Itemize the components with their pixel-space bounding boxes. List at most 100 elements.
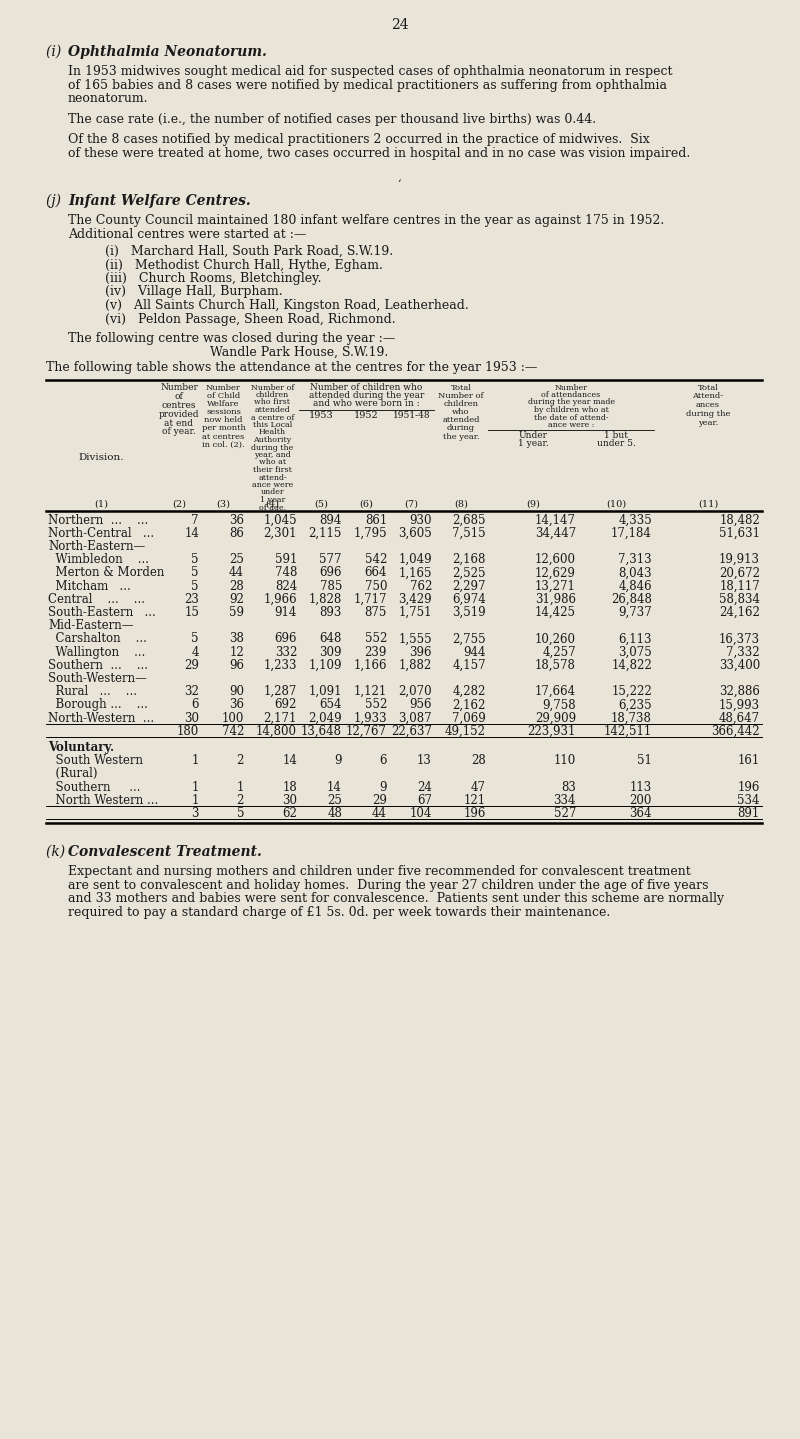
Text: In 1953 midwives sought medical aid for suspected cases of ophthalmia neonatorum: In 1953 midwives sought medical aid for … xyxy=(68,65,673,78)
Text: 7,515: 7,515 xyxy=(452,527,486,540)
Text: 1,091: 1,091 xyxy=(309,685,342,698)
Text: 110: 110 xyxy=(554,754,576,767)
Text: 13: 13 xyxy=(417,754,432,767)
Text: the date of attend-: the date of attend- xyxy=(534,413,608,422)
Text: Under: Under xyxy=(518,432,547,440)
Text: Borough ...    ...: Borough ... ... xyxy=(48,698,148,711)
Text: Total: Total xyxy=(450,384,471,391)
Text: 1: 1 xyxy=(192,794,199,807)
Text: 1,109: 1,109 xyxy=(309,659,342,672)
Text: 28: 28 xyxy=(230,580,244,593)
Text: 2,162: 2,162 xyxy=(453,698,486,711)
Text: attended: attended xyxy=(254,406,290,414)
Text: (k): (k) xyxy=(46,845,70,859)
Text: Welfare: Welfare xyxy=(207,400,240,407)
Text: 6,113: 6,113 xyxy=(618,632,652,645)
Text: 891: 891 xyxy=(738,807,760,820)
Text: attend-: attend- xyxy=(258,473,287,482)
Text: (i): (i) xyxy=(46,45,66,59)
Text: (i)   Marchard Hall, South Park Road, S.W.19.: (i) Marchard Hall, South Park Road, S.W.… xyxy=(105,245,393,258)
Text: 51: 51 xyxy=(637,754,652,767)
Text: (4): (4) xyxy=(266,499,279,508)
Text: 1: 1 xyxy=(192,754,199,767)
Text: 7,069: 7,069 xyxy=(452,711,486,724)
Text: Southern     ...: Southern ... xyxy=(48,780,141,793)
Text: 577: 577 xyxy=(319,553,342,566)
Text: 1,049: 1,049 xyxy=(398,553,432,566)
Text: 1,933: 1,933 xyxy=(354,711,387,724)
Text: 38: 38 xyxy=(229,632,244,645)
Text: 14,800: 14,800 xyxy=(256,725,297,738)
Text: 7,313: 7,313 xyxy=(618,553,652,566)
Text: 309: 309 xyxy=(319,646,342,659)
Text: Division.: Division. xyxy=(78,453,124,462)
Text: 9,737: 9,737 xyxy=(618,606,652,619)
Text: under: under xyxy=(261,488,284,496)
Text: 8,043: 8,043 xyxy=(618,567,652,580)
Text: and 33 mothers and babies were sent for convalescence.  Patients sent under this: and 33 mothers and babies were sent for … xyxy=(68,892,724,905)
Text: 332: 332 xyxy=(274,646,297,659)
Text: 25: 25 xyxy=(327,794,342,807)
Text: Number of: Number of xyxy=(438,391,484,400)
Text: 17,184: 17,184 xyxy=(611,527,652,540)
Text: (1): (1) xyxy=(94,499,109,508)
Text: 7: 7 xyxy=(191,514,199,527)
Text: (3): (3) xyxy=(217,499,230,508)
Text: 2,685: 2,685 xyxy=(453,514,486,527)
Text: (iii)   Church Rooms, Bletchingley.: (iii) Church Rooms, Bletchingley. xyxy=(105,272,322,285)
Text: 696: 696 xyxy=(319,567,342,580)
Text: (6): (6) xyxy=(359,499,374,508)
Text: 5: 5 xyxy=(191,567,199,580)
Text: 4,282: 4,282 xyxy=(453,685,486,698)
Text: Number of children who: Number of children who xyxy=(310,384,422,393)
Text: 20,672: 20,672 xyxy=(719,567,760,580)
Text: 1,828: 1,828 xyxy=(309,593,342,606)
Text: 104: 104 xyxy=(410,807,432,820)
Text: 3,087: 3,087 xyxy=(398,711,432,724)
Text: during the: during the xyxy=(251,443,294,452)
Text: and who were born in :: and who were born in : xyxy=(313,400,420,409)
Text: Wimbledon    ...: Wimbledon ... xyxy=(48,553,149,566)
Text: 10,260: 10,260 xyxy=(535,632,576,645)
Text: of attendances: of attendances xyxy=(542,391,601,399)
Text: ance were: ance were xyxy=(252,481,293,489)
Text: of age.: of age. xyxy=(259,504,286,511)
Text: children: children xyxy=(443,400,478,407)
Text: 59: 59 xyxy=(229,606,244,619)
Text: 18,117: 18,117 xyxy=(719,580,760,593)
Text: 26,848: 26,848 xyxy=(611,593,652,606)
Text: under 5.: under 5. xyxy=(597,439,635,449)
Text: ‘: ‘ xyxy=(398,180,402,190)
Text: 223,931: 223,931 xyxy=(528,725,576,738)
Text: 6,974: 6,974 xyxy=(452,593,486,606)
Text: (5): (5) xyxy=(314,499,329,508)
Text: 33,400: 33,400 xyxy=(718,659,760,672)
Text: 25: 25 xyxy=(229,553,244,566)
Text: 552: 552 xyxy=(365,698,387,711)
Text: South-Western—: South-Western— xyxy=(48,672,147,685)
Text: 824: 824 xyxy=(274,580,297,593)
Text: (2): (2) xyxy=(172,499,186,508)
Text: ance were :: ance were : xyxy=(548,422,594,429)
Text: are sent to convalescent and holiday homes.  During the year 27 children under t: are sent to convalescent and holiday hom… xyxy=(68,879,709,892)
Text: neonatorum.: neonatorum. xyxy=(68,92,149,105)
Text: 18,482: 18,482 xyxy=(719,514,760,527)
Text: 18: 18 xyxy=(282,780,297,793)
Text: North-Western  ...: North-Western ... xyxy=(48,711,154,724)
Text: 5: 5 xyxy=(191,553,199,566)
Text: in col. (2).: in col. (2). xyxy=(202,440,245,449)
Text: 1,233: 1,233 xyxy=(263,659,297,672)
Text: 6: 6 xyxy=(191,698,199,711)
Text: (10): (10) xyxy=(606,499,626,508)
Text: 696: 696 xyxy=(274,632,297,645)
Text: Total: Total xyxy=(698,384,718,391)
Text: 32: 32 xyxy=(184,685,199,698)
Text: Mitcham   ...: Mitcham ... xyxy=(48,580,130,593)
Text: 1,751: 1,751 xyxy=(398,606,432,619)
Text: per month: per month xyxy=(202,425,246,433)
Text: 1953: 1953 xyxy=(309,412,334,420)
Text: 5: 5 xyxy=(191,632,199,645)
Text: 92: 92 xyxy=(229,593,244,606)
Text: 3,519: 3,519 xyxy=(452,606,486,619)
Text: South Western: South Western xyxy=(48,754,143,767)
